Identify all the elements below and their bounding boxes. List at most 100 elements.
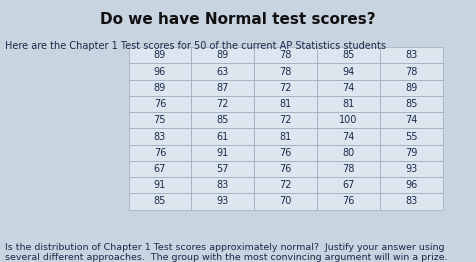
- Bar: [254, 96, 317, 112]
- Text: 74: 74: [405, 115, 417, 125]
- Bar: [191, 193, 254, 210]
- Text: 78: 78: [342, 164, 355, 174]
- Text: 63: 63: [217, 67, 229, 77]
- Bar: [317, 47, 380, 63]
- Bar: [380, 96, 443, 112]
- Bar: [317, 112, 380, 128]
- Bar: [317, 161, 380, 177]
- Text: 78: 78: [279, 50, 292, 60]
- Text: 78: 78: [405, 67, 417, 77]
- Bar: [191, 145, 254, 161]
- Bar: [129, 128, 191, 145]
- Bar: [380, 112, 443, 128]
- Text: 80: 80: [342, 148, 355, 158]
- Bar: [317, 96, 380, 112]
- Text: 94: 94: [342, 67, 355, 77]
- Bar: [129, 96, 191, 112]
- Text: 72: 72: [279, 115, 292, 125]
- Text: 74: 74: [342, 83, 355, 93]
- Text: 81: 81: [279, 99, 292, 109]
- Text: 61: 61: [217, 132, 229, 141]
- Text: 93: 93: [405, 164, 417, 174]
- Text: 87: 87: [217, 83, 229, 93]
- Text: 72: 72: [279, 83, 292, 93]
- Bar: [129, 47, 191, 63]
- Bar: [317, 193, 380, 210]
- Text: Is the distribution of Chapter 1 Test scores approximately normal?  Justify your: Is the distribution of Chapter 1 Test sc…: [5, 243, 447, 262]
- Text: 89: 89: [405, 83, 417, 93]
- Bar: [129, 177, 191, 193]
- Bar: [254, 145, 317, 161]
- Bar: [191, 47, 254, 63]
- Text: 83: 83: [217, 180, 229, 190]
- Text: 72: 72: [217, 99, 229, 109]
- Bar: [191, 161, 254, 177]
- Text: 89: 89: [217, 50, 229, 60]
- Text: 76: 76: [342, 196, 355, 206]
- Bar: [254, 161, 317, 177]
- Text: 89: 89: [154, 50, 166, 60]
- Bar: [317, 128, 380, 145]
- Text: 76: 76: [279, 148, 292, 158]
- Text: Here are the Chapter 1 Test scores for 50 of the current AP Statistics students: Here are the Chapter 1 Test scores for 5…: [5, 41, 386, 51]
- Text: 91: 91: [217, 148, 229, 158]
- Bar: [380, 47, 443, 63]
- Text: 55: 55: [405, 132, 417, 141]
- Bar: [380, 63, 443, 80]
- Text: Do we have Normal test scores?: Do we have Normal test scores?: [100, 12, 376, 27]
- Text: 91: 91: [154, 180, 166, 190]
- Text: 78: 78: [279, 67, 292, 77]
- Bar: [380, 128, 443, 145]
- Bar: [317, 80, 380, 96]
- Bar: [129, 112, 191, 128]
- Bar: [380, 193, 443, 210]
- Text: 83: 83: [405, 50, 417, 60]
- Text: 83: 83: [405, 196, 417, 206]
- Text: 85: 85: [217, 115, 229, 125]
- Text: 96: 96: [405, 180, 417, 190]
- Text: 76: 76: [279, 164, 292, 174]
- Text: 74: 74: [342, 132, 355, 141]
- Bar: [254, 47, 317, 63]
- Bar: [254, 63, 317, 80]
- Text: 89: 89: [154, 83, 166, 93]
- Text: 76: 76: [154, 148, 166, 158]
- Bar: [129, 145, 191, 161]
- Text: 81: 81: [279, 132, 292, 141]
- Text: 81: 81: [342, 99, 355, 109]
- Bar: [317, 63, 380, 80]
- Bar: [317, 177, 380, 193]
- Text: 57: 57: [217, 164, 229, 174]
- Text: 72: 72: [279, 180, 292, 190]
- Bar: [191, 96, 254, 112]
- Bar: [191, 112, 254, 128]
- Bar: [317, 145, 380, 161]
- Text: 85: 85: [405, 99, 417, 109]
- Bar: [254, 112, 317, 128]
- Text: 93: 93: [217, 196, 229, 206]
- Bar: [254, 80, 317, 96]
- Bar: [380, 161, 443, 177]
- Text: 70: 70: [279, 196, 292, 206]
- Bar: [191, 80, 254, 96]
- Text: 76: 76: [154, 99, 166, 109]
- Bar: [380, 80, 443, 96]
- Text: 79: 79: [405, 148, 417, 158]
- Bar: [254, 128, 317, 145]
- Bar: [129, 161, 191, 177]
- Bar: [191, 128, 254, 145]
- Bar: [191, 177, 254, 193]
- Text: 67: 67: [342, 180, 355, 190]
- Bar: [254, 177, 317, 193]
- Bar: [380, 145, 443, 161]
- Text: 100: 100: [339, 115, 357, 125]
- Bar: [380, 177, 443, 193]
- Bar: [129, 80, 191, 96]
- Text: 67: 67: [154, 164, 166, 174]
- Text: 83: 83: [154, 132, 166, 141]
- Bar: [129, 63, 191, 80]
- Text: 85: 85: [154, 196, 166, 206]
- Bar: [129, 193, 191, 210]
- Bar: [254, 193, 317, 210]
- Text: 75: 75: [154, 115, 166, 125]
